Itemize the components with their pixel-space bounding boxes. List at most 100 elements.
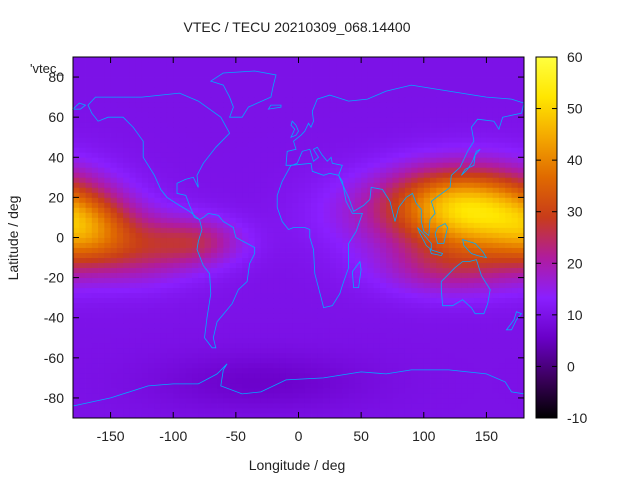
heatmap-cell <box>217 327 224 334</box>
heatmap-cell <box>129 107 137 113</box>
heatmap-cell <box>223 362 230 369</box>
heatmap-cell <box>185 172 193 178</box>
heatmap-cell <box>423 312 431 319</box>
heatmap-cell <box>273 362 281 369</box>
heatmap-cell <box>192 272 199 279</box>
heatmap-cell <box>480 202 487 208</box>
heatmap-cell <box>461 217 469 223</box>
heatmap-cell <box>279 302 287 309</box>
heatmap-cell <box>386 217 393 223</box>
heatmap-cell <box>91 177 99 183</box>
heatmap-cell <box>254 187 262 193</box>
heatmap-cell <box>192 407 199 414</box>
heatmap-cell <box>148 262 155 268</box>
heatmap-cell <box>248 297 256 304</box>
heatmap-cell <box>79 202 86 208</box>
heatmap-cell <box>166 162 174 168</box>
heatmap-cell <box>323 172 331 178</box>
heatmap-cell <box>461 287 469 294</box>
heatmap-cell <box>423 247 431 253</box>
heatmap-cell <box>473 247 481 253</box>
heatmap-cell <box>473 287 481 294</box>
heatmap-cell <box>267 167 274 173</box>
heatmap-cell <box>323 237 331 243</box>
heatmap-cell <box>455 237 462 243</box>
heatmap-cell <box>373 127 381 133</box>
heatmap-cell <box>517 387 525 394</box>
heatmap-cell <box>329 372 337 379</box>
heatmap-cell <box>273 267 281 273</box>
heatmap-cell <box>235 302 243 309</box>
heatmap-cell <box>85 377 93 384</box>
heatmap-cell <box>361 182 368 188</box>
heatmap-cell <box>104 362 111 369</box>
heatmap-cell <box>273 282 281 289</box>
heatmap-cell <box>292 392 299 399</box>
heatmap-cell <box>248 312 256 319</box>
heatmap-cell <box>336 407 343 414</box>
heatmap-cell <box>455 152 462 158</box>
heatmap-cell <box>417 402 425 409</box>
heatmap-cell <box>373 107 381 113</box>
heatmap-cell <box>317 72 324 78</box>
heatmap-cell <box>386 87 393 93</box>
heatmap-cell <box>185 222 193 228</box>
heatmap-cell <box>148 247 155 253</box>
heatmap-cell <box>98 232 105 238</box>
heatmap-cell <box>198 392 205 399</box>
heatmap-cell <box>223 232 230 238</box>
heatmap-cell <box>110 292 118 299</box>
heatmap-cell <box>154 412 162 419</box>
heatmap-cell <box>79 267 86 273</box>
heatmap-cell <box>505 152 512 158</box>
heatmap-cell <box>336 307 343 314</box>
heatmap-cell <box>285 207 293 213</box>
heatmap-cell <box>279 122 287 128</box>
heatmap-cell <box>285 217 293 223</box>
heatmap-cell <box>217 197 224 203</box>
heatmap-cell <box>116 147 124 153</box>
heatmap-cell <box>311 232 318 238</box>
heatmap-cell <box>404 277 412 284</box>
heatmap-cell <box>254 147 262 153</box>
heatmap-cell <box>166 77 174 83</box>
heatmap-cell <box>448 287 456 294</box>
heatmap-cell <box>285 312 293 319</box>
heatmap-cell <box>98 327 105 334</box>
heatmap-cell <box>160 312 168 319</box>
heatmap-cell <box>411 242 418 248</box>
heatmap-cell <box>455 302 462 309</box>
heatmap-cell <box>311 192 318 198</box>
heatmap-cell <box>129 232 137 238</box>
heatmap-cell <box>129 182 137 188</box>
heatmap-cell <box>79 157 86 163</box>
heatmap-cell <box>223 347 230 354</box>
heatmap-cell <box>317 107 324 113</box>
heatmap-cell <box>192 227 199 233</box>
heatmap-cell <box>367 87 375 93</box>
heatmap-cell <box>448 357 456 364</box>
heatmap-cell <box>417 162 425 168</box>
heatmap-cell <box>154 317 162 324</box>
heatmap-cell <box>329 87 337 93</box>
heatmap-cell <box>467 347 475 354</box>
heatmap-cell <box>436 342 443 349</box>
heatmap-cell <box>173 372 180 379</box>
heatmap-cell <box>455 197 462 203</box>
heatmap-cell <box>404 127 412 133</box>
heatmap-cell <box>354 397 362 404</box>
heatmap-cell <box>323 127 331 133</box>
heatmap-cell <box>367 242 375 248</box>
heatmap-cell <box>486 102 494 108</box>
heatmap-cell <box>116 102 124 108</box>
heatmap-cell <box>85 357 93 364</box>
heatmap-cell <box>85 77 93 83</box>
heatmap-cell <box>392 312 400 319</box>
heatmap-cell <box>160 272 168 279</box>
heatmap-cell <box>498 317 506 324</box>
heatmap-cell <box>254 232 262 238</box>
heatmap-cell <box>135 207 143 213</box>
heatmap-cell <box>242 222 249 228</box>
heatmap-cell <box>373 132 381 138</box>
heatmap-cell <box>217 77 224 83</box>
